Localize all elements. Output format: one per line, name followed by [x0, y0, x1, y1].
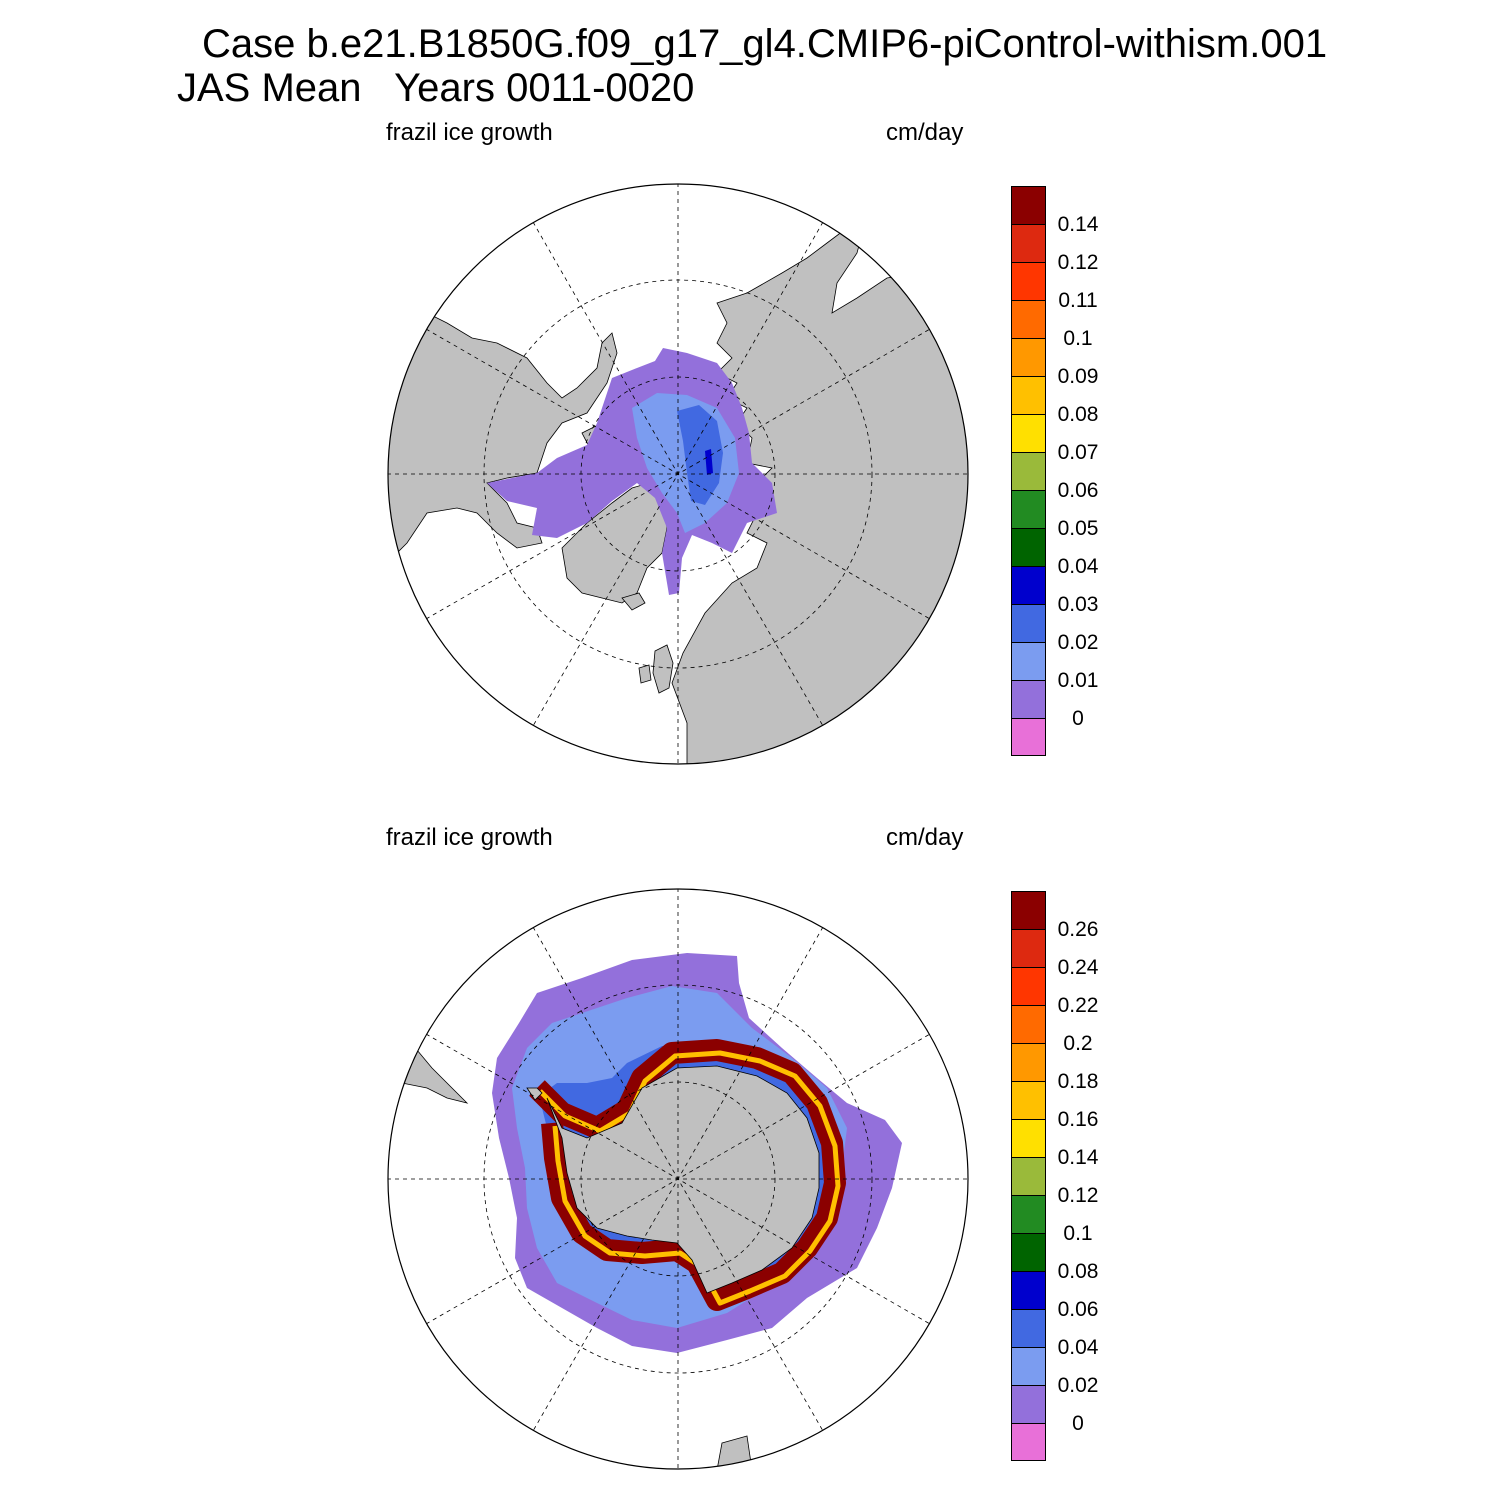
south-colorbar-tick-label: 0.08	[1057, 1260, 1099, 1283]
north-colorbar-swatch	[1011, 718, 1046, 756]
north-variable-label: frazil ice growth	[386, 119, 553, 146]
north-colorbar-swatch	[1011, 414, 1046, 452]
north-polar-map	[387, 183, 969, 765]
north-colorbar-tick-label: 0	[1072, 707, 1084, 730]
north-colorbar-swatch	[1011, 528, 1046, 566]
south-colorbar	[1011, 891, 1046, 1461]
south-colorbar-swatch	[1011, 929, 1046, 967]
north-colorbar-swatch	[1011, 262, 1046, 300]
south-colorbar-swatch	[1011, 1309, 1046, 1347]
north-colorbar-swatch	[1011, 490, 1046, 528]
south-colorbar-tick-label: 0.14	[1057, 1146, 1099, 1169]
south-colorbar-swatch	[1011, 1081, 1046, 1119]
south-colorbar-tick-label: 0.2	[1063, 1032, 1093, 1055]
south-colorbar-swatch	[1011, 1385, 1046, 1423]
south-colorbar-swatch	[1011, 967, 1046, 1005]
south-polar-map	[387, 888, 969, 1470]
north-colorbar-tick-label: 0.06	[1057, 479, 1099, 502]
south-colorbar-swatch	[1011, 1157, 1046, 1195]
south-colorbar-tick-label: 0.18	[1057, 1070, 1099, 1093]
south-variable-label: frazil ice growth	[386, 824, 553, 851]
north-colorbar-tick-label: 0.05	[1057, 517, 1099, 540]
north-units-label: cm/day	[886, 119, 964, 146]
north-colorbar-tick-label: 0.02	[1057, 631, 1099, 654]
south-colorbar-swatch	[1011, 1043, 1046, 1081]
figure-title: Case b.e21.B1850G.f09_g17_gl4.CMIP6-piCo…	[202, 22, 1328, 66]
south-colorbar-tick-label: 0	[1072, 1412, 1084, 1435]
north-colorbar-swatch	[1011, 300, 1046, 338]
figure-subtitle: JAS Mean Years 0011-0020	[177, 66, 695, 110]
north-colorbar-tick-label: 0.1	[1063, 327, 1093, 350]
north-colorbar-swatch	[1011, 452, 1046, 490]
south-colorbar-swatch	[1011, 1271, 1046, 1309]
south-colorbar-swatch	[1011, 1005, 1046, 1043]
north-colorbar-swatch	[1011, 680, 1046, 718]
north-colorbar-tick-label: 0.01	[1057, 669, 1099, 692]
south-colorbar-tick-label: 0.26	[1057, 918, 1099, 941]
north-frazil-field	[487, 348, 777, 595]
south-colorbar-tick-label: 0.04	[1057, 1336, 1099, 1359]
north-colorbar-tick-label: 0.11	[1058, 289, 1098, 312]
south-colorbar-swatch	[1011, 1423, 1046, 1461]
north-colorbar-tick-label: 0.12	[1057, 251, 1099, 274]
south-colorbar-tick-label: 0.12	[1057, 1184, 1099, 1207]
north-colorbar-swatch	[1011, 642, 1046, 680]
south-colorbar-tick-label: 0.02	[1057, 1374, 1099, 1397]
south-colorbar-tick-label: 0.22	[1057, 994, 1099, 1017]
north-colorbar-swatch	[1011, 376, 1046, 414]
north-colorbar-tick-label: 0.09	[1057, 365, 1099, 388]
north-graticule	[388, 184, 968, 764]
north-colorbar-tick-label: 0.08	[1057, 403, 1099, 426]
south-colorbar-tick-label: 0.24	[1057, 956, 1099, 979]
south-colorbar-swatch	[1011, 1233, 1046, 1271]
south-coastal-band	[529, 1039, 846, 1311]
south-colorbar-swatch	[1011, 1347, 1046, 1385]
south-units-label: cm/day	[886, 824, 964, 851]
south-colorbar-tick-label: 0.16	[1057, 1108, 1099, 1131]
north-colorbar-tick-label: 0.03	[1057, 593, 1099, 616]
south-colorbar-tick-label: 0.1	[1063, 1222, 1093, 1245]
south-graticule	[388, 889, 968, 1469]
north-colorbar-swatch	[1011, 566, 1046, 604]
south-colorbar-swatch	[1011, 1195, 1046, 1233]
south-colorbar-swatch	[1011, 891, 1046, 929]
south-colorbar-swatch	[1011, 1119, 1046, 1157]
north-colorbar-swatch	[1011, 224, 1046, 262]
south-map-border	[387, 888, 969, 1470]
south-colorbar-tick-label: 0.06	[1057, 1298, 1099, 1321]
north-colorbar-swatch	[1011, 604, 1046, 642]
north-colorbar-swatch	[1011, 186, 1046, 224]
north-colorbar	[1011, 186, 1046, 756]
north-colorbar-tick-label: 0.07	[1057, 441, 1099, 464]
north-colorbar-swatch	[1011, 338, 1046, 376]
north-colorbar-tick-label: 0.14	[1057, 213, 1099, 236]
north-colorbar-tick-label: 0.04	[1057, 555, 1099, 578]
north-map-border	[387, 183, 969, 765]
